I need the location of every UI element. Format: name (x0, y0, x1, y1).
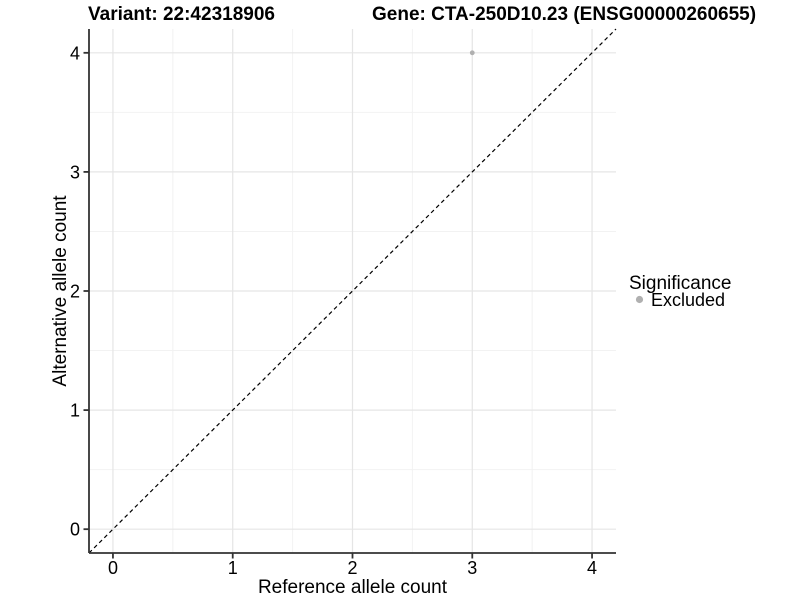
axis-layer: 0 1 2 3 4 0 1 2 3 4 (70, 29, 616, 578)
x-tick-label: 2 (347, 558, 357, 578)
data-layer (88, 28, 617, 554)
y-tick-label: 0 (70, 520, 80, 540)
y-tick-label: 3 (70, 162, 80, 182)
legend-label-excluded: Excluded (651, 290, 725, 310)
x-tick-label: 0 (108, 558, 118, 578)
legend: Significance Excluded (629, 273, 731, 310)
legend-key-point-icon (635, 295, 644, 304)
grid-layer (89, 29, 616, 553)
identity-line (88, 28, 617, 554)
legend-title: Significance (629, 273, 731, 294)
plot-title-variant: Variant: 22:42318906 (88, 4, 275, 25)
y-tick-label: 4 (70, 43, 80, 63)
data-point (469, 50, 475, 56)
plot-title-gene: Gene: CTA-250D10.23 (ENSG00000260655) (372, 4, 756, 25)
x-tick-label: 3 (467, 558, 477, 578)
y-tick-label: 2 (70, 282, 80, 302)
x-tick-label: 1 (228, 558, 238, 578)
y-axis-title: Alternative allele count (50, 195, 71, 387)
x-tick-label: 4 (587, 558, 597, 578)
x-axis-title: Reference allele count (258, 577, 448, 598)
y-tick-label: 1 (70, 401, 80, 421)
